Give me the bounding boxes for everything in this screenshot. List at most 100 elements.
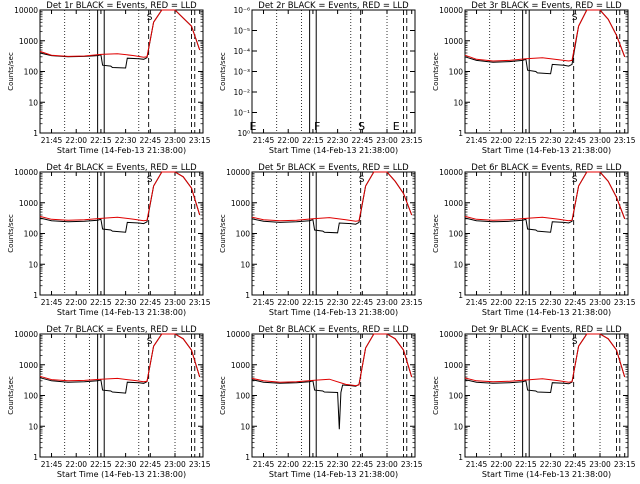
x-tick-label: 23:15 bbox=[189, 136, 211, 145]
y-tick-label: 10⁻² bbox=[233, 88, 250, 97]
y-tick-label: 1000 bbox=[19, 199, 38, 208]
event-marker-label: F bbox=[314, 120, 320, 133]
y-tick-label: 10 bbox=[453, 98, 463, 107]
series-lld-line bbox=[251, 171, 413, 222]
event-marker-label: S bbox=[572, 337, 578, 347]
y-tick-label: 10 bbox=[28, 98, 38, 107]
x-tick-label: 21:45 bbox=[253, 136, 275, 145]
y-tick-label: 1000 bbox=[444, 199, 463, 208]
y-tick-label: 100 bbox=[449, 68, 464, 77]
x-tick-label: 22:00 bbox=[65, 460, 87, 469]
x-tick-label: 22:00 bbox=[277, 136, 299, 145]
x-tick-label: 22:00 bbox=[65, 136, 87, 145]
x-tick-label: 22:30 bbox=[327, 460, 349, 469]
x-tick-label: 23:15 bbox=[614, 460, 636, 469]
x-tick-label: 22:30 bbox=[327, 136, 349, 145]
y-tick-label: 1 bbox=[458, 291, 463, 300]
y-tick-label: 1000 bbox=[19, 361, 38, 370]
plot-title: Det 5r BLACK = Events, RED = LLD bbox=[258, 163, 409, 173]
series-events-line bbox=[39, 333, 201, 394]
event-marker-label: S bbox=[147, 337, 153, 347]
series-events-line bbox=[464, 171, 626, 233]
x-tick-label: 23:00 bbox=[164, 298, 186, 307]
x-tick-label: 23:00 bbox=[376, 460, 398, 469]
x-tick-label: 22:00 bbox=[277, 460, 299, 469]
series-events-line bbox=[464, 333, 626, 394]
x-tick-label: 22:45 bbox=[140, 460, 162, 469]
event-marker-label: S bbox=[572, 13, 578, 23]
x-tick-label: 23:15 bbox=[401, 298, 423, 307]
x-tick-label: 21:45 bbox=[253, 460, 275, 469]
y-tick-label: 1000 bbox=[444, 361, 463, 370]
y-tick-label: 1000 bbox=[19, 37, 38, 46]
y-tick-label: 1000 bbox=[444, 37, 463, 46]
series-lld-line bbox=[251, 333, 413, 387]
event-marker-label: S bbox=[358, 120, 365, 133]
x-tick-label: 21:45 bbox=[41, 136, 63, 145]
y-tick-label: 10 bbox=[28, 260, 38, 269]
x-tick-label: 22:15 bbox=[515, 136, 537, 145]
y-tick-label: 10000 bbox=[439, 168, 463, 177]
x-tick-label: 23:15 bbox=[614, 298, 636, 307]
x-tick-label: 22:45 bbox=[565, 298, 587, 307]
x-tick-label: 22:15 bbox=[302, 136, 324, 145]
x-axis-label: Start Time (14-Feb-13 21:38:00) bbox=[269, 146, 398, 155]
x-tick-label: 21:45 bbox=[253, 298, 275, 307]
x-tick-label: 22:15 bbox=[515, 298, 537, 307]
x-tick-label: 23:00 bbox=[164, 136, 186, 145]
x-tick-label: 22:45 bbox=[352, 460, 374, 469]
x-tick-label: 22:00 bbox=[65, 298, 87, 307]
y-tick-label: 1 bbox=[33, 453, 38, 462]
y-axis-label: Counts/sec bbox=[219, 376, 227, 415]
y-tick-label: 10⁻¹ bbox=[233, 109, 250, 118]
x-tick-label: 22:15 bbox=[302, 298, 324, 307]
x-tick-label: 23:00 bbox=[376, 136, 398, 145]
plot-title: Det 8r BLACK = Events, RED = LLD bbox=[258, 325, 409, 335]
y-axis-label: Counts/sec bbox=[219, 52, 227, 91]
plot-title: Det 2r BLACK = Events, RED = LLD bbox=[258, 1, 409, 11]
x-tick-label: 22:15 bbox=[90, 460, 112, 469]
x-axis-label: Start Time (14-Feb-13 21:38:00) bbox=[482, 146, 611, 155]
series-lld-line bbox=[464, 171, 626, 222]
y-tick-label: 10000 bbox=[14, 6, 38, 15]
x-axis-label: Start Time (14-Feb-13 21:38:00) bbox=[269, 308, 398, 317]
x-axis-label: Start Time (14-Feb-13 21:38:00) bbox=[57, 308, 186, 317]
event-marker-label: S bbox=[572, 175, 578, 185]
y-tick-label: 1 bbox=[33, 291, 38, 300]
x-tick-label: 22:00 bbox=[490, 136, 512, 145]
y-axis-label: Counts/sec bbox=[432, 214, 440, 253]
y-tick-label: 10 bbox=[453, 422, 463, 431]
y-axis-label: Counts/sec bbox=[432, 376, 440, 415]
y-tick-label: 10⁻⁶ bbox=[233, 6, 250, 15]
y-tick-label: 1 bbox=[245, 291, 250, 300]
x-tick-label: 23:00 bbox=[589, 136, 611, 145]
series-events-line bbox=[251, 171, 413, 234]
x-tick-label: 23:15 bbox=[189, 460, 211, 469]
x-tick-label: 22:30 bbox=[115, 298, 137, 307]
y-tick-label: 100 bbox=[236, 230, 251, 239]
y-tick-label: 1000 bbox=[231, 361, 250, 370]
y-tick-label: 10 bbox=[240, 422, 250, 431]
y-tick-label: 10000 bbox=[226, 330, 250, 339]
x-axis-label: Start Time (14-Feb-13 21:38:00) bbox=[57, 470, 186, 479]
x-tick-label: 22:30 bbox=[115, 460, 137, 469]
event-marker-label: S bbox=[359, 175, 365, 185]
x-axis-label: Start Time (14-Feb-13 21:38:00) bbox=[57, 146, 186, 155]
x-tick-label: 23:15 bbox=[401, 460, 423, 469]
series-lld-line bbox=[39, 9, 201, 58]
y-tick-label: 1000 bbox=[231, 199, 250, 208]
y-tick-label: 10⁰ bbox=[237, 129, 250, 138]
y-tick-label: 100 bbox=[24, 392, 39, 401]
y-tick-label: 1 bbox=[33, 129, 38, 138]
x-tick-label: 22:45 bbox=[352, 298, 374, 307]
x-tick-label: 22:45 bbox=[140, 136, 162, 145]
x-axis-label: Start Time (14-Feb-13 21:38:00) bbox=[482, 308, 611, 317]
series-lld-line bbox=[464, 9, 626, 62]
plot-title: Det 6r BLACK = Events, RED = LLD bbox=[471, 163, 622, 173]
x-tick-label: 22:00 bbox=[490, 298, 512, 307]
event-marker-label: S bbox=[147, 13, 153, 23]
x-tick-label: 22:15 bbox=[302, 460, 324, 469]
